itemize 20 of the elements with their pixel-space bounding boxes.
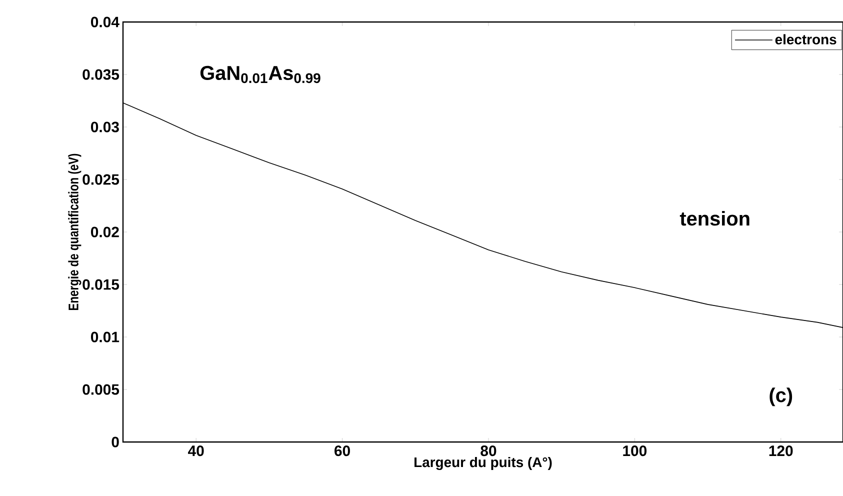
y-tick-label: 0.03 — [90, 122, 119, 132]
y-tick-label: 0.01 — [90, 332, 120, 342]
annotation: GaN$_{0.01}$As$_{0.99}$ — [200, 66, 320, 84]
y-tick-label: 0 — [112, 436, 119, 448]
annotation: tension — [680, 211, 750, 226]
y-tick-label: 0.015 — [82, 279, 120, 290]
x-tick-label: 40 — [188, 446, 204, 456]
x-tick-label: 120 — [769, 446, 793, 456]
y-tick-label: 0.025 — [82, 174, 120, 185]
y-axis-title: Energie de quantification (eV) — [68, 154, 82, 310]
annotation: (c) — [770, 388, 792, 406]
y-tick-label: 0.035 — [82, 69, 120, 80]
x-tick-label: 80 — [480, 446, 496, 456]
y-tick-label: 0.005 — [82, 384, 120, 395]
legend-label: electrons — [775, 34, 836, 44]
y-tick-label: 0.02 — [90, 226, 119, 238]
x-axis-title: Largeur du puits (A°) — [414, 456, 552, 470]
y-tick-label: 0.04 — [90, 16, 120, 28]
x-tick-label: 60 — [334, 446, 350, 456]
x-tick-label: 100 — [623, 446, 647, 456]
